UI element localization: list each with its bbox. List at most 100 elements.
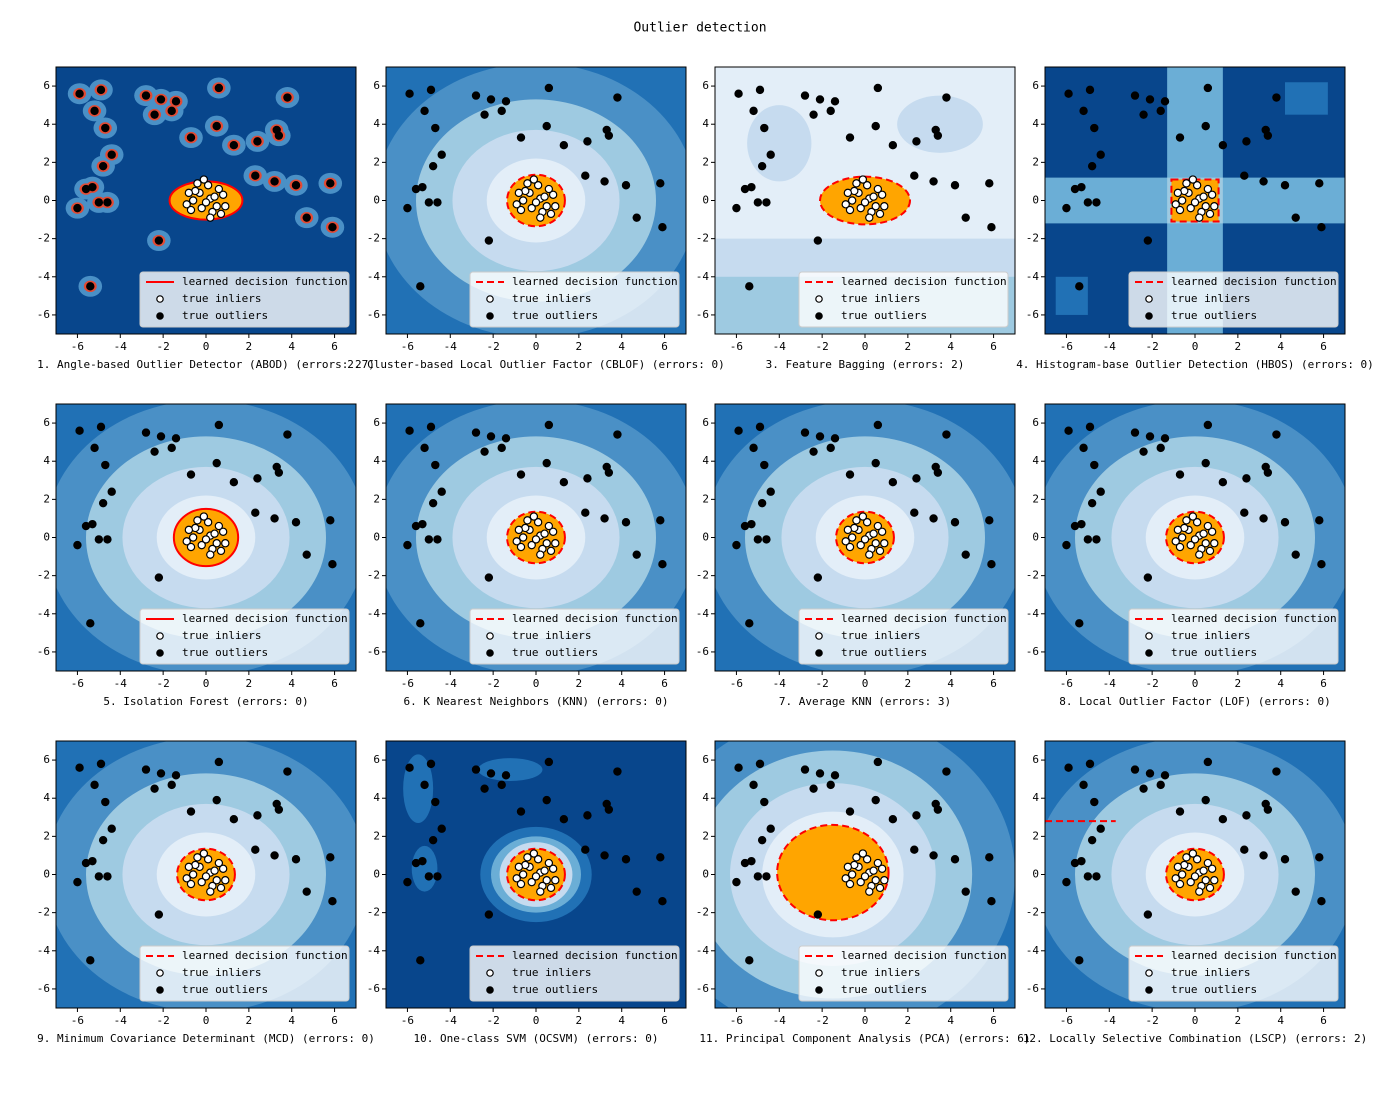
outlier-point bbox=[251, 171, 260, 180]
outlier-point bbox=[1064, 89, 1073, 98]
outlier-point bbox=[103, 535, 112, 544]
outlier-point bbox=[1077, 856, 1086, 866]
outlier-point bbox=[826, 443, 835, 453]
legend-label: true inliers bbox=[512, 966, 591, 979]
outlier-point bbox=[1143, 573, 1153, 582]
x-tick-label: -6 bbox=[401, 1014, 414, 1027]
plot-area bbox=[715, 404, 1015, 671]
y-tick-label: 2 bbox=[43, 155, 50, 168]
outlier-point bbox=[486, 769, 496, 778]
outlier-point bbox=[813, 573, 823, 582]
x-tick-label: 2 bbox=[576, 1014, 583, 1027]
outlier-point bbox=[1145, 769, 1155, 778]
outlier-point bbox=[987, 897, 996, 906]
inlier-point bbox=[518, 196, 528, 205]
y-tick-label: -4 bbox=[696, 944, 710, 957]
x-tick-label: 4 bbox=[618, 1014, 625, 1027]
outlier-point bbox=[745, 282, 754, 291]
outlier-point bbox=[961, 550, 970, 559]
outlier-point bbox=[403, 877, 412, 887]
legend-label: true outliers bbox=[1171, 309, 1257, 322]
inlier-point bbox=[514, 525, 524, 535]
outlier-point bbox=[486, 432, 496, 441]
y-tick-label: -6 bbox=[367, 982, 380, 995]
outlier-point bbox=[283, 767, 292, 776]
legend-label: learned decision function bbox=[1171, 612, 1337, 625]
inlier-point bbox=[1192, 518, 1202, 527]
legend-label: learned decision function bbox=[841, 275, 1007, 288]
outlier-point bbox=[800, 765, 810, 774]
inlier-point bbox=[1201, 202, 1210, 211]
inlier-point bbox=[843, 525, 853, 535]
outlier-point bbox=[497, 780, 506, 790]
inlier-point bbox=[544, 858, 554, 868]
outlier-point bbox=[942, 93, 951, 102]
outlier-point bbox=[734, 426, 743, 435]
outlier-point bbox=[1291, 550, 1300, 559]
y-tick-label: 0 bbox=[702, 531, 709, 544]
legend-label: learned decision function bbox=[841, 612, 1007, 625]
x-tick-label: -2 bbox=[157, 677, 170, 690]
outlier-point bbox=[405, 763, 414, 772]
inlier-point bbox=[1188, 849, 1198, 858]
x-tick-label: 4 bbox=[1277, 1014, 1284, 1027]
y-tick-label: 4 bbox=[702, 791, 709, 804]
legend-marker bbox=[815, 986, 823, 994]
outlier-point bbox=[888, 140, 898, 150]
outlier-point bbox=[1160, 97, 1170, 106]
outlier-point bbox=[428, 835, 438, 845]
x-tick-label: 0 bbox=[203, 677, 210, 690]
inlier-point bbox=[1182, 516, 1191, 525]
outlier-point bbox=[480, 447, 489, 456]
y-tick-label: -4 bbox=[367, 607, 381, 620]
inlier-point bbox=[1177, 533, 1187, 542]
x-axis-label: 6. K Nearest Neighbors (KNN) (errors: 0) bbox=[404, 695, 669, 708]
outlier-point bbox=[405, 426, 414, 435]
outlier-point bbox=[1079, 443, 1088, 453]
x-tick-label: -4 bbox=[773, 677, 787, 690]
inlier-point bbox=[201, 872, 211, 881]
outlier-point bbox=[732, 540, 741, 550]
y-tick-label: 4 bbox=[1032, 117, 1039, 130]
legend: learned decision function true inliers tru… bbox=[139, 271, 350, 328]
inlier-point bbox=[1182, 179, 1191, 188]
outlier-point bbox=[424, 535, 434, 544]
x-axis-label: 10. One-class SVM (OCSVM) (errors: 0) bbox=[413, 1032, 658, 1045]
outlier-point bbox=[1242, 137, 1251, 146]
outlier-point bbox=[559, 140, 569, 150]
inlier-point bbox=[197, 540, 206, 550]
legend-box bbox=[469, 945, 680, 1002]
outlier-point bbox=[214, 83, 224, 93]
outlier-point bbox=[1160, 434, 1170, 443]
outlier-point bbox=[291, 181, 301, 190]
inlier-point bbox=[1201, 876, 1210, 885]
x-tick-label: -6 bbox=[401, 340, 414, 353]
outlier-point bbox=[747, 856, 756, 866]
x-tick-label: 0 bbox=[533, 1014, 540, 1027]
outlier-point bbox=[1139, 110, 1148, 119]
outlier-point bbox=[658, 222, 667, 232]
legend-marker bbox=[815, 649, 823, 657]
y-tick-label: 6 bbox=[373, 753, 380, 766]
outlier-point bbox=[186, 470, 196, 479]
legend-marker bbox=[815, 312, 823, 320]
y-tick-label: 0 bbox=[43, 531, 50, 544]
outlier-point bbox=[809, 110, 818, 119]
outlier-point bbox=[437, 150, 446, 159]
plot-area bbox=[386, 404, 686, 671]
outlier-point bbox=[214, 757, 224, 767]
subplot: -6 -4 -2 0 2 4 6 -6 -4 -2 0 2 4 6 7. Average KNN (erro… bbox=[696, 403, 1016, 708]
y-tick-label: -2 bbox=[1026, 569, 1039, 582]
outlier-point bbox=[800, 91, 810, 100]
y-tick-label: -2 bbox=[1026, 906, 1039, 919]
outlier-point bbox=[75, 426, 84, 435]
inlier-point bbox=[188, 196, 198, 205]
outlier-point bbox=[501, 434, 511, 443]
outlier-point bbox=[544, 757, 554, 767]
inlier-point bbox=[871, 876, 880, 885]
x-tick-label: 6 bbox=[661, 677, 668, 690]
x-tick-label: 2 bbox=[905, 340, 912, 353]
inlier-point bbox=[529, 849, 539, 858]
legend-marker bbox=[156, 649, 164, 657]
